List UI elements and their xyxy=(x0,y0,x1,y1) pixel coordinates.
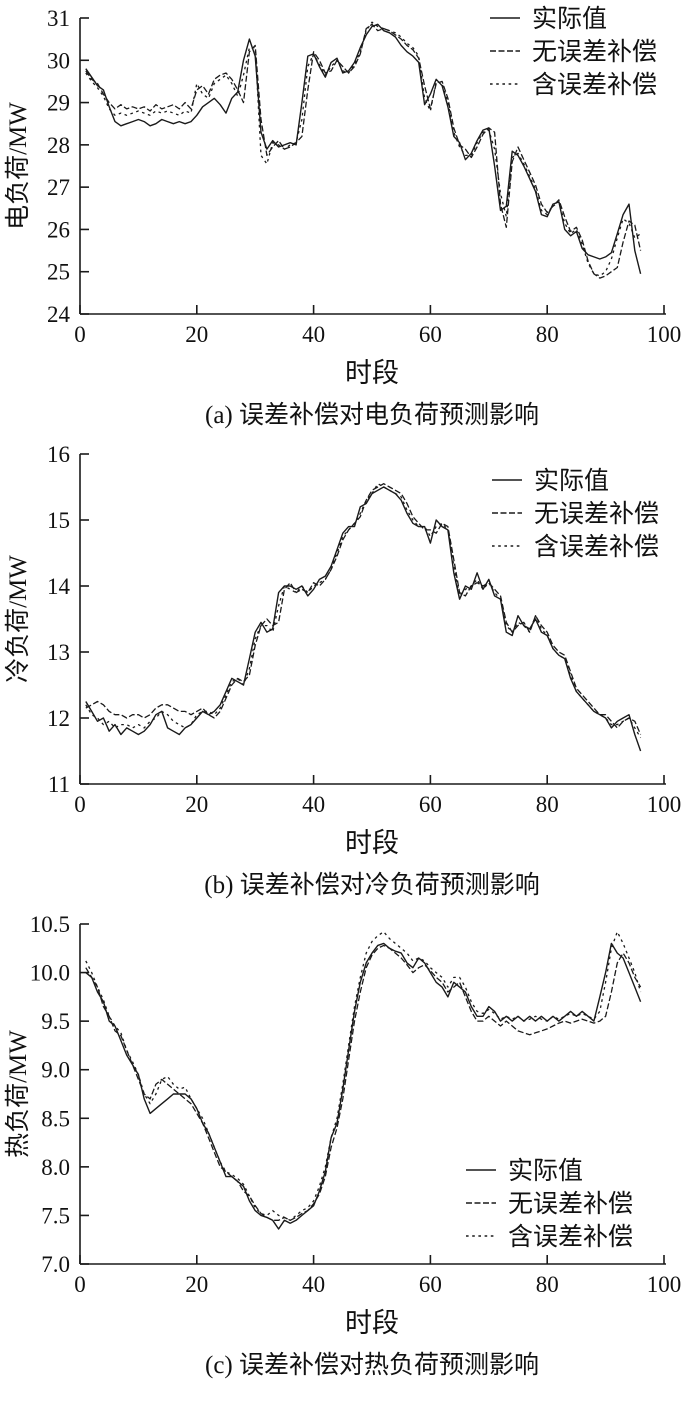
legend-label: 实际值 xyxy=(508,1157,583,1185)
y-tick-label: 30 xyxy=(47,48,70,73)
y-tick-label: 10.0 xyxy=(30,961,70,986)
figure-c: 7.0 7.5 8.0 8.5 9.0 9.5 10.0 10.5 0 20 40 60 80 100 热负… xyxy=(0,908,686,1388)
y-tick-label: 10.5 xyxy=(30,912,70,937)
series-no-compensation-line xyxy=(85,483,642,735)
chart-c-xlabel: 时段 xyxy=(345,1308,399,1338)
series-with-compensation-line xyxy=(85,931,642,1221)
x-tick-label: 0 xyxy=(74,792,86,817)
x-tick-label: 20 xyxy=(185,322,208,347)
axes xyxy=(79,17,666,315)
y-tick-label: 15 xyxy=(47,508,70,533)
series-no-compensation-line xyxy=(85,23,642,279)
y-tick-label: 28 xyxy=(47,133,70,158)
legend-label: 无误差补偿 xyxy=(508,1190,633,1218)
series-actual-line xyxy=(85,23,642,274)
x-tick-label: 60 xyxy=(419,322,442,347)
chart-b-caption: (b) 误差补偿对冷负荷预测影响 xyxy=(204,872,540,899)
y-tick-label: 27 xyxy=(47,175,70,200)
y-tick-label: 12 xyxy=(47,706,70,731)
chart-b-xlabel: 时段 xyxy=(345,828,399,858)
y-axis-label: 热负荷/MW xyxy=(4,1030,32,1158)
chart-a-caption: (a) 误差补偿对电负荷预测影响 xyxy=(205,402,539,429)
x-tick-label: 40 xyxy=(302,322,325,347)
y-axis-label: 冷负荷/MW xyxy=(4,555,32,683)
y-tick-label: 7.5 xyxy=(41,1203,70,1228)
tick-labels: 11 12 13 14 15 16 0 20 40 60 80 100 xyxy=(47,442,681,817)
y-tick-label: 14 xyxy=(47,574,71,599)
y-tick-label: 8.0 xyxy=(41,1155,70,1180)
x-tick-label: 100 xyxy=(647,1272,682,1297)
x-tick-label: 80 xyxy=(536,792,559,817)
y-tick-label: 26 xyxy=(47,217,70,242)
x-tick-label: 80 xyxy=(536,322,559,347)
x-tick-label: 0 xyxy=(74,1272,86,1297)
legend-label: 含误差补偿 xyxy=(534,533,659,561)
legend-label: 无误差补偿 xyxy=(534,500,659,528)
y-axis-label: 电负荷/MW xyxy=(4,102,32,230)
legend-label: 实际值 xyxy=(534,467,609,495)
y-tick-label: 24 xyxy=(47,302,71,327)
series-with-compensation-line xyxy=(85,21,641,277)
figure-b: 11 12 13 14 15 16 0 20 40 60 80 100 冷负荷/MW 实际值无误差补偿含误… xyxy=(0,438,686,908)
x-tick-label: 20 xyxy=(185,1272,208,1297)
legend-label: 无误差补偿 xyxy=(532,38,657,66)
legend-label: 含误差补偿 xyxy=(532,71,657,99)
x-tick-label: 80 xyxy=(536,1272,559,1297)
chart-c-canvas: 7.0 7.5 8.0 8.5 9.0 9.5 10.0 10.5 0 20 40 60 80 100 热负… xyxy=(4,912,682,1297)
chart-b-canvas: 11 12 13 14 15 16 0 20 40 60 80 100 冷负荷/MW 实际值无误差补偿含误… xyxy=(4,442,681,817)
y-tick-label: 9.5 xyxy=(41,1009,70,1034)
chart-c-caption: (c) 误差补偿对热负荷预测影响 xyxy=(205,1352,539,1379)
y-tick-label: 13 xyxy=(47,640,70,665)
x-tick-label: 100 xyxy=(647,792,682,817)
y-tick-label: 9.0 xyxy=(41,1058,70,1083)
x-tick-label: 40 xyxy=(302,1272,325,1297)
x-tick-label: 40 xyxy=(302,792,325,817)
y-tick-label: 7.0 xyxy=(41,1252,70,1277)
y-tick-label: 11 xyxy=(48,772,70,797)
x-tick-label: 20 xyxy=(185,792,208,817)
series-with-compensation-line xyxy=(85,483,642,739)
chart-a-xlabel: 时段 xyxy=(345,358,399,388)
y-tick-label: 16 xyxy=(47,442,70,467)
figure-a: 24 25 26 27 28 29 30 31 0 20 40 60 80 100 电负荷/MW 实际值无误差… xyxy=(0,0,686,438)
y-tick-label: 29 xyxy=(47,91,70,116)
tick-labels: 24 25 26 27 28 29 30 31 0 20 40 60 80 100 xyxy=(47,6,681,347)
x-tick-label: 60 xyxy=(419,1272,442,1297)
y-tick-label: 8.5 xyxy=(41,1106,70,1131)
x-tick-label: 60 xyxy=(419,792,442,817)
y-tick-label: 25 xyxy=(47,260,70,285)
axes xyxy=(79,453,666,785)
y-tick-label: 31 xyxy=(47,6,70,31)
chart-a-canvas: 24 25 26 27 28 29 30 31 0 20 40 60 80 100 电负荷/MW 实际值无误差… xyxy=(4,5,681,347)
x-tick-label: 0 xyxy=(74,322,86,347)
series-actual-line xyxy=(85,942,642,1230)
legend-label: 实际值 xyxy=(532,5,607,33)
tick-labels: 7.0 7.5 8.0 8.5 9.0 9.5 10.0 10.5 0 20 40 60 80 100 xyxy=(30,912,682,1297)
x-tick-label: 100 xyxy=(647,322,682,347)
axes xyxy=(79,923,666,1265)
series-no-compensation-line xyxy=(85,944,642,1221)
legend-label: 含误差补偿 xyxy=(508,1223,633,1251)
